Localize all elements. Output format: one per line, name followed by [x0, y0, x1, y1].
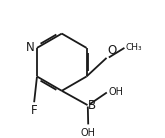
Text: OH: OH [108, 87, 123, 97]
Text: B: B [88, 99, 96, 112]
Text: F: F [31, 104, 37, 117]
Text: OH: OH [81, 128, 96, 138]
Text: N: N [26, 41, 35, 54]
Text: CH₃: CH₃ [126, 43, 142, 52]
Text: O: O [107, 44, 116, 57]
